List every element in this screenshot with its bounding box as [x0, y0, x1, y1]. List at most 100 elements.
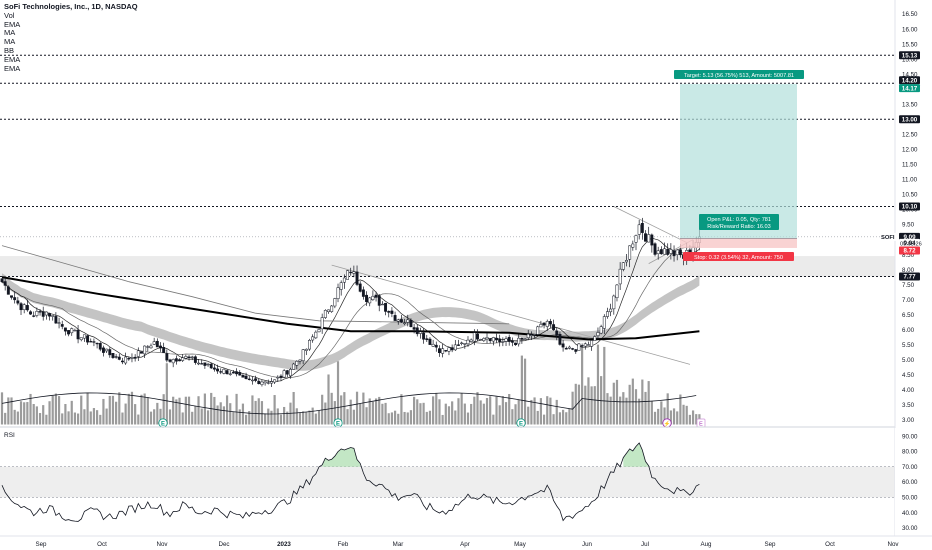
- candle-body[interactable]: [22, 304, 26, 311]
- candle-body[interactable]: [152, 341, 156, 345]
- candle-body[interactable]: [596, 332, 600, 336]
- candle-body[interactable]: [44, 311, 48, 316]
- candle-body[interactable]: [263, 381, 267, 384]
- candle-body[interactable]: [136, 350, 140, 357]
- candle-body[interactable]: [298, 359, 302, 362]
- candle-body[interactable]: [0, 278, 4, 283]
- candle-body[interactable]: [168, 359, 172, 362]
- candle-body[interactable]: [311, 336, 315, 341]
- candle-body[interactable]: [19, 303, 23, 311]
- candle-body[interactable]: [317, 329, 321, 333]
- candle-body[interactable]: [279, 375, 283, 378]
- candle-body[interactable]: [510, 340, 514, 343]
- candle-body[interactable]: [323, 310, 327, 318]
- candle-body[interactable]: [625, 260, 628, 263]
- candle-body[interactable]: [29, 311, 32, 315]
- indicator-ema-3[interactable]: EMA: [4, 63, 21, 73]
- candle-body[interactable]: [13, 297, 17, 301]
- stop-label[interactable]: Stop: 0.32 (3.54%) 32, Amount: 750: [694, 255, 783, 261]
- candle-body[interactable]: [63, 327, 67, 332]
- candle-body[interactable]: [441, 348, 445, 354]
- price-label-15-13[interactable]: 15.13: [899, 51, 920, 59]
- indicator-ma-2[interactable]: MA: [4, 37, 16, 47]
- candle-body[interactable]: [165, 353, 169, 361]
- candle-body[interactable]: [101, 347, 105, 353]
- symbol-title[interactable]: SoFi Technologies, Inc., 1D, NASDAQ: [4, 2, 138, 11]
- candle-body[interactable]: [336, 287, 340, 299]
- candle-body[interactable]: [181, 357, 185, 361]
- candle-body[interactable]: [187, 356, 191, 359]
- candle-body[interactable]: [466, 339, 470, 345]
- candle-body[interactable]: [270, 381, 273, 384]
- candle-body[interactable]: [105, 348, 109, 352]
- candle-body[interactable]: [320, 317, 324, 330]
- candle-body[interactable]: [514, 342, 517, 346]
- candle-body[interactable]: [422, 332, 426, 340]
- candle-body[interactable]: [346, 270, 349, 280]
- candle-body[interactable]: [238, 372, 242, 376]
- candle-body[interactable]: [552, 324, 556, 331]
- candle-body[interactable]: [355, 271, 359, 285]
- price-label-8-72[interactable]: 8.72: [899, 246, 920, 255]
- candle-body[interactable]: [567, 346, 571, 349]
- candle-body[interactable]: [108, 349, 112, 356]
- candle-body[interactable]: [380, 303, 384, 306]
- price-label-9-09[interactable]: 9.09: [899, 232, 920, 241]
- candle-body[interactable]: [342, 277, 346, 283]
- candlesticks[interactable]: [0, 217, 701, 387]
- candle-body[interactable]: [393, 315, 397, 321]
- target-zone[interactable]: [680, 84, 797, 239]
- candle-body[interactable]: [450, 347, 454, 351]
- candle-body[interactable]: [418, 331, 422, 334]
- candle-body[interactable]: [523, 338, 527, 340]
- price-label-14-17[interactable]: 14.17: [899, 84, 920, 92]
- candle-body[interactable]: [507, 336, 511, 342]
- candle-body[interactable]: [634, 235, 638, 243]
- open-pnl-label[interactable]: Open P&L: 0.05, Qty: 781: [707, 217, 771, 223]
- candle-body[interactable]: [539, 324, 543, 328]
- candle-body[interactable]: [197, 362, 200, 365]
- candle-body[interactable]: [6, 286, 10, 295]
- candle-body[interactable]: [491, 337, 495, 342]
- ticker-tag[interactable]: SOFI: [881, 235, 895, 241]
- candle-body[interactable]: [672, 250, 676, 257]
- candle-body[interactable]: [501, 341, 505, 343]
- long-position-tool[interactable]: Target: 5.13 (56.75%) 513, Amount: 5007.…: [674, 70, 804, 261]
- candle-body[interactable]: [476, 333, 479, 340]
- candle-body[interactable]: [304, 348, 308, 351]
- candle-body[interactable]: [250, 379, 254, 382]
- candle-body[interactable]: [121, 360, 124, 363]
- candle-body[interactable]: [453, 344, 457, 351]
- candle-body[interactable]: [640, 223, 644, 233]
- candle-body[interactable]: [308, 340, 311, 350]
- candle-body[interactable]: [368, 297, 372, 304]
- candle-body[interactable]: [314, 331, 318, 339]
- candle-body[interactable]: [143, 345, 147, 355]
- candle-body[interactable]: [228, 373, 232, 375]
- candle-body[interactable]: [472, 332, 476, 342]
- candle-body[interactable]: [339, 282, 343, 290]
- candle-body[interactable]: [73, 329, 77, 332]
- candle-body[interactable]: [577, 343, 581, 351]
- candle-body[interactable]: [374, 294, 378, 298]
- price-label-10-10[interactable]: 10.10: [899, 202, 920, 211]
- candle-body[interactable]: [517, 337, 521, 345]
- target-label[interactable]: Target: 5.13 (56.75%) 513, Amount: 5007.…: [684, 73, 794, 79]
- candle-body[interactable]: [482, 338, 486, 341]
- stop-zone[interactable]: [680, 238, 797, 248]
- candle-body[interactable]: [130, 357, 134, 359]
- candle-body[interactable]: [54, 316, 58, 324]
- candle-body[interactable]: [260, 381, 264, 385]
- price-label-14-20[interactable]: 14.20: [899, 76, 920, 84]
- falling-trendline[interactable]: [331, 264, 691, 365]
- candle-body[interactable]: [555, 330, 559, 336]
- candle-body[interactable]: [447, 347, 451, 352]
- candle-body[interactable]: [111, 353, 115, 358]
- candle-body[interactable]: [377, 295, 381, 306]
- candle-body[interactable]: [434, 344, 438, 348]
- candle-body[interactable]: [650, 234, 654, 246]
- candle-body[interactable]: [216, 368, 220, 372]
- candle-body[interactable]: [285, 370, 289, 375]
- candle-body[interactable]: [57, 322, 61, 324]
- candle-body[interactable]: [276, 376, 280, 379]
